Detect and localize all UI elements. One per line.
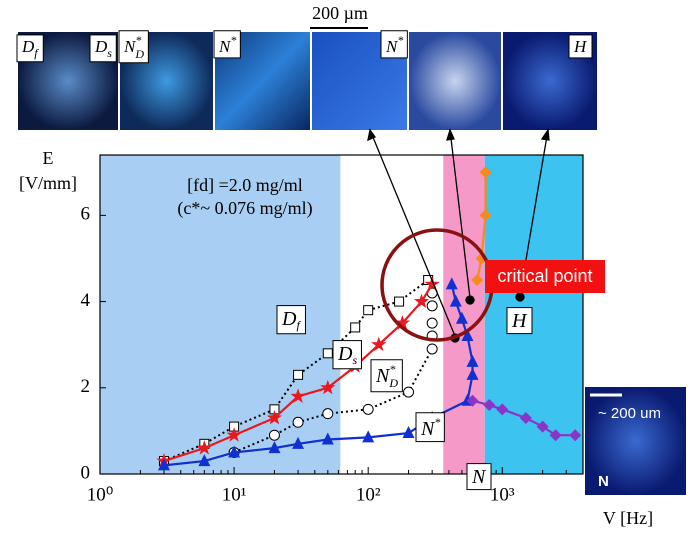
point (427, 318, 437, 328)
region-label: N* (416, 413, 444, 442)
inset-scale: ~ 200 um (598, 405, 661, 422)
micrographs: 200 µm (18, 3, 597, 130)
point (364, 306, 373, 315)
inset-label: N (598, 473, 609, 490)
point (395, 297, 404, 306)
point-dot (466, 296, 474, 304)
y-axis-label: E (43, 148, 54, 168)
label-text: H (511, 310, 528, 332)
label-base: H (573, 37, 588, 56)
x-tick-label: 10¹ (222, 484, 247, 505)
label-base: D (337, 343, 353, 365)
label-base: N (471, 466, 487, 488)
label-base: D (21, 37, 35, 56)
region-label: Df (17, 35, 43, 62)
scale-label: 200 µm (312, 3, 368, 23)
point (363, 404, 373, 414)
region-label: H (569, 35, 592, 58)
region-label: Ds (333, 341, 361, 369)
annotation: (c*~ 0.076 mg/ml) (177, 198, 312, 219)
region-label: N* (214, 31, 240, 58)
label-sub: s (352, 353, 357, 367)
y-tick-label: 4 (81, 290, 91, 311)
x-axis-label: V [Hz] (603, 508, 653, 528)
point (323, 409, 333, 419)
y-tick-label: 6 (81, 204, 91, 225)
y-tick-label: 2 (81, 376, 91, 397)
region-label: Df (277, 306, 305, 334)
point (293, 417, 303, 427)
label-text: N*D (375, 362, 398, 390)
label-text: N (471, 466, 487, 488)
label-sup: * (434, 415, 440, 429)
point (404, 387, 414, 397)
y-axis-label: [V/mm] (19, 173, 77, 193)
point (269, 430, 279, 440)
point (351, 323, 360, 332)
point (323, 349, 332, 358)
annotation: [fd] =2.0 mg/ml (187, 175, 303, 195)
region (443, 155, 484, 474)
callout-text: critical point (497, 266, 592, 286)
region-label: N (467, 464, 491, 490)
label-sup: * (389, 362, 395, 376)
x-tick-label: 10² (356, 484, 381, 505)
region-label: N*D (119, 31, 148, 63)
region-label: N*D (371, 360, 402, 392)
inset: ~ 200 um N (585, 387, 686, 495)
region (485, 155, 583, 474)
point (427, 301, 437, 311)
arrow-head (368, 130, 549, 140)
page: {"chart_data": { "type": "scatter", "xlo… (0, 0, 691, 533)
label-sub: D (134, 47, 144, 61)
x-tick-label: 10⁰ (87, 484, 114, 505)
label-sup: * (397, 33, 403, 47)
panel (409, 32, 501, 130)
region-label: Ds (90, 35, 116, 62)
figure: 200 µm 0 2 4 6 10⁰ 10¹ 10² 10³ critical point [… (0, 0, 691, 533)
label-sub: s (107, 46, 112, 60)
y-tick-label: 0 (81, 462, 91, 483)
label-text: H (573, 37, 588, 56)
point-dot (516, 293, 524, 301)
label-base: D (94, 37, 108, 56)
label-sup: * (135, 33, 141, 47)
label-base: D (281, 308, 297, 330)
label-sup: * (230, 33, 236, 47)
label-sub: D (388, 376, 398, 390)
region-label: H (507, 308, 532, 334)
point (427, 344, 437, 354)
region-label: N* (381, 31, 407, 58)
point (294, 370, 303, 379)
point (403, 426, 415, 438)
x-tick-label: 10³ (490, 484, 515, 505)
label-base: H (511, 310, 528, 332)
